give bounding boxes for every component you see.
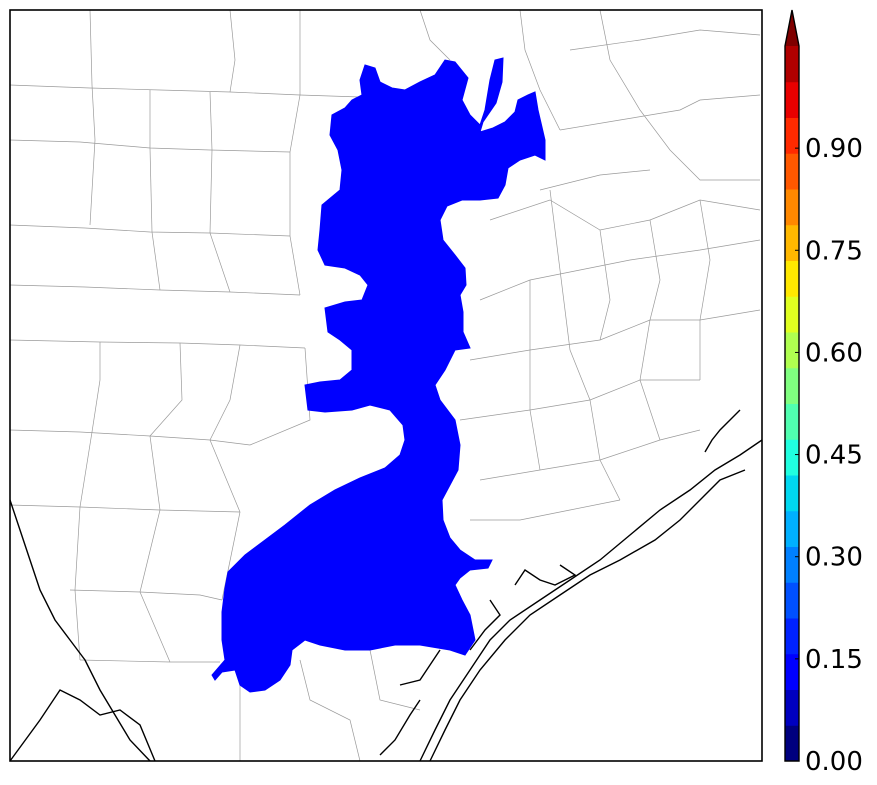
map-frame xyxy=(9,9,763,762)
colorbar-segment xyxy=(785,332,799,369)
colorbar-segment xyxy=(785,439,799,476)
colorbar-tick-label: 0.90 xyxy=(805,134,863,164)
colorbar-segment xyxy=(785,46,799,83)
colorbar-segment xyxy=(785,117,799,154)
colorbar-segment xyxy=(785,618,799,655)
shaded-region xyxy=(211,57,546,693)
colorbar-segment xyxy=(785,189,799,226)
colorbar-tick-label: 0.00 xyxy=(805,747,863,777)
colorbar-segment xyxy=(785,725,799,762)
colorbar-segment xyxy=(785,546,799,583)
colorbar-extend-arrow xyxy=(785,10,799,46)
colorbar: 0.00 0.15 0.30 0.45 0.60 0.75 0.90 xyxy=(784,9,863,777)
colorbar-segment xyxy=(785,367,799,404)
colorbar-segment xyxy=(785,81,799,118)
colorbar-segment xyxy=(785,653,799,690)
colorbar-segment xyxy=(785,260,799,297)
colorbar-tick-label: 0.30 xyxy=(805,543,863,573)
colorbar-segment xyxy=(785,403,799,440)
map-panel xyxy=(9,9,763,762)
county-boundaries xyxy=(9,9,761,762)
colorbar-ticks: 0.00 0.15 0.30 0.45 0.60 0.75 0.90 xyxy=(795,134,863,777)
colorbar-tick-label: 0.75 xyxy=(805,236,863,266)
colorbar-segment xyxy=(785,689,799,726)
colorbar-tick-label: 0.45 xyxy=(805,441,863,471)
colorbar-segment xyxy=(785,296,799,333)
colorbar-segments xyxy=(785,46,799,762)
coastline xyxy=(9,409,763,762)
colorbar-segment xyxy=(785,510,799,547)
colorbar-segment xyxy=(785,582,799,619)
colorbar-tick-label: 0.15 xyxy=(805,645,863,675)
colorbar-segment xyxy=(785,224,799,261)
colorbar-segment xyxy=(785,475,799,512)
colorbar-segment xyxy=(785,153,799,190)
colorbar-tick-label: 0.60 xyxy=(805,338,863,368)
